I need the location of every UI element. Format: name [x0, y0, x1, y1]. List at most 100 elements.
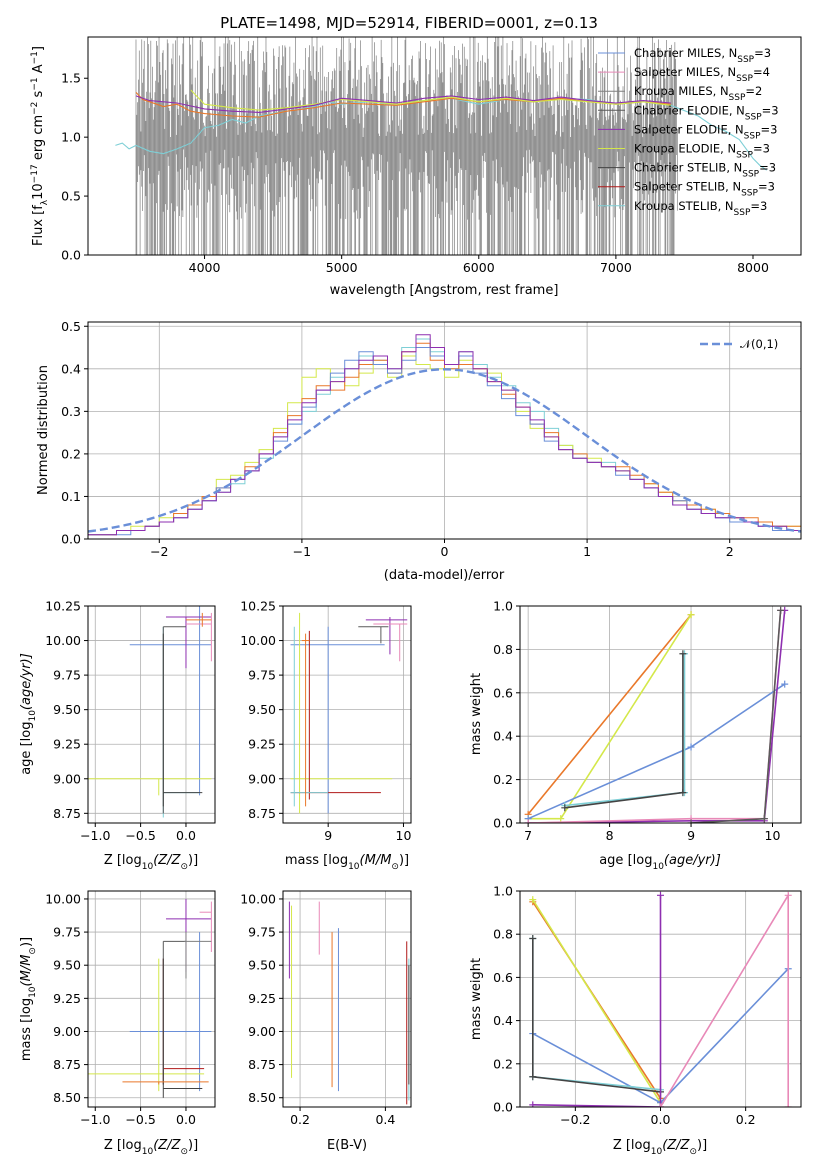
age-vs-z-xlabel-part: )] [188, 853, 198, 868]
residuals-x-tick-label: 2 [726, 544, 734, 559]
spectrum-x-tick-label: 7000 [600, 260, 632, 275]
age-vs-z-x-tick-label: 0.0 [176, 828, 196, 843]
mass-vs-z-ylabel-part: mass [log [19, 998, 34, 1061]
mass-vs-z-y-tick-label: 9.00 [53, 1024, 81, 1039]
weight-vs-z-xlabel-part: )] [697, 1138, 707, 1153]
age-vs-z-y-tick-label: 8.75 [53, 806, 81, 821]
weight-vs-age-xlabel-part: 10 [652, 862, 664, 872]
weight-vs-z-ylabel: mass weight [469, 958, 484, 1040]
legend-entry-part: SSP [736, 74, 753, 84]
mass-vs-z-x-tick-label: −1.0 [80, 1112, 110, 1127]
age-vs-z-y-tick-label: 10.00 [45, 633, 81, 648]
weight-vs-age-x-tick-label: 9 [687, 828, 695, 843]
spectrum-y-tick-label: 1.5 [61, 71, 81, 86]
weight-vs-age-marker [777, 606, 785, 614]
mass-vs-z-xlabel: Z [log10(Z/Z⊙)] [104, 1138, 198, 1157]
spectrum-frame [87, 36, 802, 256]
residuals-x-tick-label: −1 [293, 544, 311, 559]
weight-vs-age-y-tick-label: 1.0 [493, 599, 513, 614]
observed-spectrum [135, 37, 678, 255]
legend-entry-part: =2 [745, 84, 762, 98]
weight-vs-age-line [527, 614, 692, 815]
mass-vs-z-y-tick-label: 9.50 [53, 958, 81, 973]
residuals-axes: −2 −1 0 1 2 0.0 0.1 0.2 0.3 0.4 0.5 [61, 319, 802, 559]
legend-entry: Kroupa ELODIE, NSSP=3 [634, 142, 770, 161]
weight-vs-z-frame [519, 890, 802, 1108]
mass-vs-z-xlabel-part: )] [188, 1138, 198, 1153]
weight-vs-z-y-tick-label: 0.4 [493, 1013, 513, 1028]
weight-vs-z-axes: −0.2 0.0 0.2 0.0 0.2 0.4 0.6 0.8 1.0 [493, 884, 802, 1127]
mass-vs-z-plot-area [88, 891, 215, 1107]
legend-entry: Salpeter MILES, NSSP=4 [634, 65, 770, 84]
legend-entry-part: Kroupa ELODIE, N [634, 142, 736, 156]
age-vs-mass-xlabel-part: ⊙ [391, 862, 399, 872]
mass-vs-ebv-axes: 0.2 0.4 8.50 8.75 9.00 9.25 9.50 9.75 10.00 [240, 890, 412, 1127]
age-vs-mass-plot-area [283, 606, 411, 823]
age-vs-z-xlabel-part: 10 [142, 862, 154, 872]
legend-entry-part: =4 [753, 65, 770, 79]
weight-vs-z-marker [529, 896, 537, 904]
legend-entry: Salpeter ELODIE, NSSP=3 [634, 122, 777, 141]
spectrum-ylabel-part: λ [40, 199, 50, 205]
residuals-xlabel: (data-model)/error [384, 568, 505, 583]
spectrum-plot-area [115, 37, 768, 255]
age-vs-mass-y-tick-label: 10.00 [240, 633, 276, 648]
histogram-step-line [88, 334, 801, 536]
spectrum-x-tick-label: 6000 [463, 260, 495, 275]
residuals-ylabel: Normed distribution [36, 365, 51, 495]
legend-entry: Chabrier MILES, NSSP=3 [634, 46, 771, 65]
mass-vs-z-x-tick-label: 0.0 [176, 1112, 196, 1127]
age-vs-mass-axes: 9 10 8.75 9.00 9.25 9.50 9.75 10.00 10.25 [240, 599, 412, 843]
age-vs-z-y-tick-label: 9.50 [53, 702, 81, 717]
spectrum-ylabel-part: s [31, 90, 46, 101]
legend-entry: Chabrier STELIB, NSSP=3 [634, 161, 776, 180]
mass-vs-z-y-tick-label: 8.50 [53, 1090, 81, 1105]
age-vs-z-xlabel-part: ⊙ [180, 862, 188, 872]
legend-entry-part: =3 [761, 122, 778, 136]
legend-entry-part: SSP [745, 112, 762, 122]
weight-vs-z-x-tick-label: 0.2 [736, 1112, 756, 1127]
mass-vs-ebv-plot-area [283, 891, 411, 1107]
legend-entry-part: Salpeter MILES, N [634, 65, 736, 79]
age-vs-z-y-tick-label: 9.25 [53, 737, 81, 752]
age-vs-z-y-tick-label: 9.75 [53, 668, 81, 683]
spectrum-ylabel-part: ] [31, 46, 46, 51]
legend-entry-part: Chabrier MILES, N [634, 46, 737, 60]
weight-vs-age-y-tick-label: 0.8 [493, 642, 513, 657]
residuals-frame [87, 321, 802, 540]
age-vs-z-x-tick-label: −1.0 [80, 828, 110, 843]
spectrum-ylabel-part: 10 [31, 183, 46, 200]
weight-vs-age-x-tick-label: 10 [765, 828, 781, 843]
legend-entry-part: SSP [737, 55, 754, 65]
age-vs-z-xlabel-part: (Z/Z [153, 853, 181, 868]
spectrum-y-tick-label: 1.0 [61, 130, 81, 145]
weight-vs-age-x-tick-label: 7 [524, 828, 532, 843]
weight-vs-z-y-tick-label: 0.6 [493, 970, 513, 985]
spectrum-y-tick-label: 0.5 [61, 189, 81, 204]
spectrum-y-tick-label: 0.0 [61, 248, 81, 263]
legend-entry-part: =3 [759, 161, 776, 175]
mass-vs-z-ylabel: mass [log10(M/M⊙)] [19, 937, 38, 1061]
mass-vs-z-axes: −1.0 −0.5 0.0 8.50 8.75 9.00 9.25 9.50 9.75 10.00 [45, 890, 216, 1127]
residuals-y-tick-label: 0.2 [61, 446, 81, 461]
spectrum-x-tick-label: 8000 [737, 260, 769, 275]
age-vs-z-xlabel-part: Z [log [104, 853, 142, 868]
weight-vs-z-y-tick-label: 0.0 [493, 1100, 513, 1115]
weight-vs-age-marker [561, 804, 569, 812]
weight-vs-z-xlabel-part: ⊙ [689, 1147, 697, 1157]
legend-entry-part: SSP [741, 189, 758, 199]
age-vs-z-xlabel: Z [log10(Z/Z⊙)] [104, 853, 198, 872]
weight-vs-age-xlabel: age [log10(age/yr)] [599, 853, 721, 872]
residuals-x-tick-label: 0 [441, 544, 449, 559]
weight-vs-age-marker [679, 650, 687, 658]
legend-entry-part: Kroupa STELIB, N [634, 199, 734, 213]
residuals-y-tick-label: 0.4 [61, 361, 81, 376]
legend-entry-part: SSP [729, 93, 746, 103]
spectrum-ylabel-part: erg cm [31, 115, 46, 164]
spectrum-ylabel-part: A [31, 64, 46, 77]
mass-vs-ebv-y-tick-label: 8.50 [248, 1090, 276, 1105]
weight-vs-z-line [531, 938, 661, 1091]
mass-vs-z-ylabel-part: ⊙ [28, 947, 38, 955]
